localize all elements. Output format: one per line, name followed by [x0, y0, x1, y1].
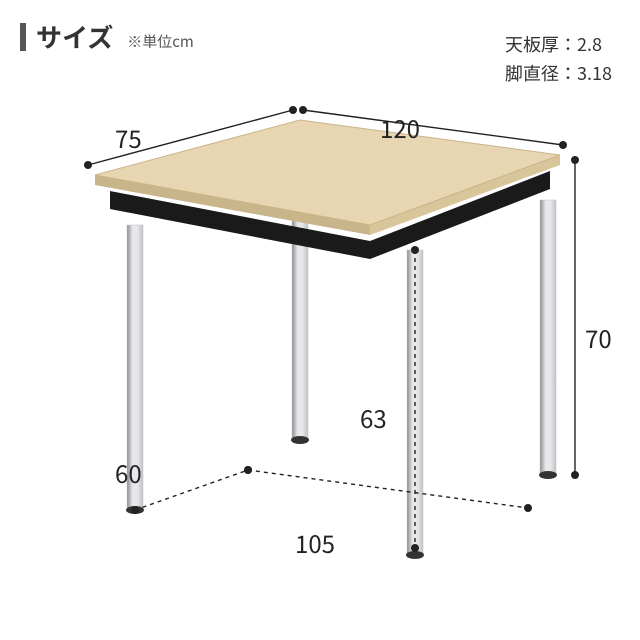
- dim-leg_depth: 60: [115, 455, 142, 490]
- dim-depth_top: 75: [115, 120, 142, 155]
- dim-width_top: 120: [380, 110, 420, 145]
- dim-leg_height_clear: 63: [360, 400, 387, 435]
- dim-leg_span: 105: [295, 525, 335, 560]
- dim-height_total: 70: [585, 320, 612, 355]
